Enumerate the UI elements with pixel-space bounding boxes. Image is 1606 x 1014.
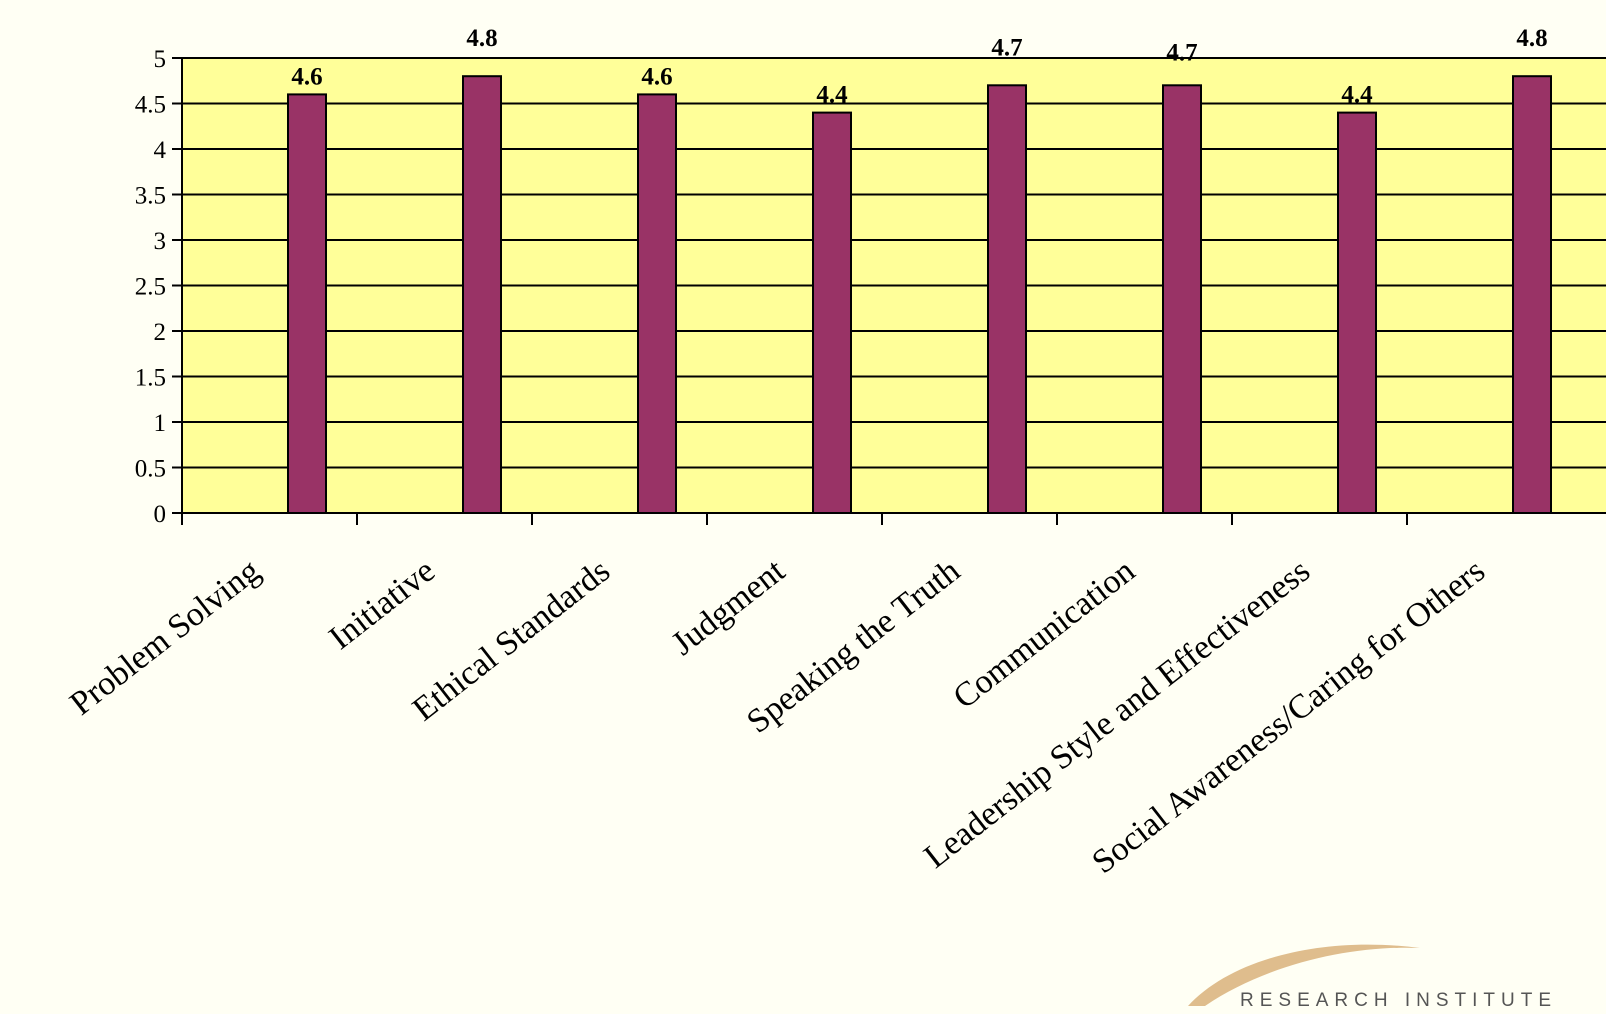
bar: [287, 93, 327, 515]
bar: [812, 111, 852, 514]
bar: [1337, 111, 1377, 514]
y-tick-label: 4.5: [135, 92, 166, 119]
y-tick-label: 2.5: [135, 274, 166, 301]
data-label: 4.4: [816, 82, 848, 109]
data-label: 4.8: [466, 25, 497, 52]
data-label: 4.7: [1166, 39, 1197, 66]
y-tick-label: 1: [154, 410, 167, 437]
logo: RESEARCH INSTITUTE: [1188, 944, 1557, 1011]
bar: [1162, 84, 1202, 515]
axes: [172, 57, 1606, 525]
y-tick-label: 3.5: [135, 183, 166, 210]
bar: [987, 84, 1027, 515]
y-tick-label: 1.5: [135, 365, 166, 392]
y-tick-label: 5: [154, 46, 167, 73]
bar-series: [287, 75, 1552, 515]
category-label: Judgment: [665, 552, 792, 663]
y-tick-label: 3: [154, 228, 167, 255]
logo-text: RESEARCH INSTITUTE: [1240, 990, 1557, 1011]
y-tick-label: 2: [154, 319, 167, 346]
bar: [637, 93, 677, 515]
category-label: Initiative: [322, 552, 442, 657]
y-tick-label: 0: [154, 501, 167, 528]
data-label: 4.6: [641, 63, 672, 90]
data-label: 4.4: [1341, 82, 1373, 109]
logo-swoosh-icon: [1188, 944, 1420, 1006]
bar: [1512, 75, 1552, 514]
y-tick-label: 4: [154, 137, 167, 164]
category-label: Communication: [946, 552, 1141, 716]
bar: [462, 75, 502, 514]
category-label: Problem Solving: [63, 552, 267, 722]
data-label: 4.8: [1516, 25, 1547, 52]
y-tick-label: 0.5: [135, 456, 166, 483]
data-label: 4.6: [291, 63, 322, 90]
data-label: 4.7: [991, 34, 1022, 61]
